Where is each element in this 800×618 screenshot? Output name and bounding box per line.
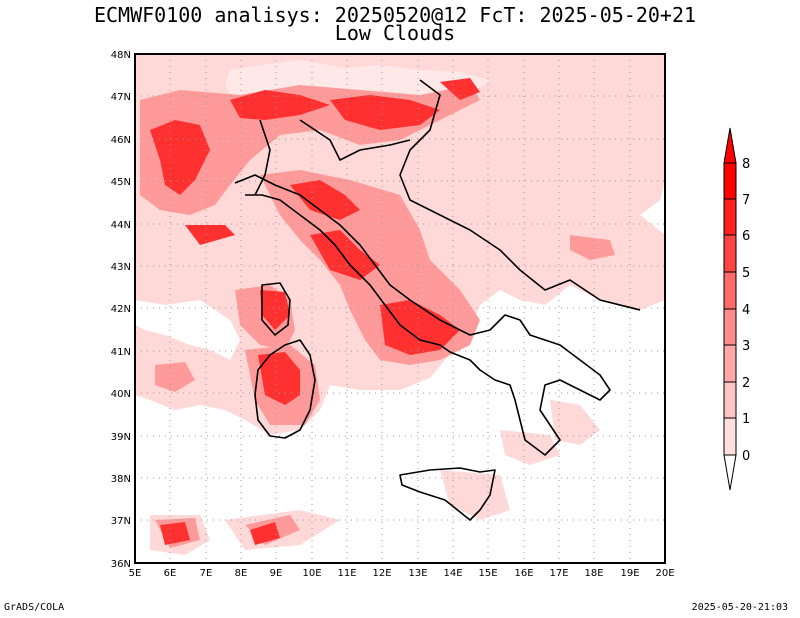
- footer-timestamp: 2025-05-20-21:03: [691, 602, 788, 613]
- lon-label: 18E: [584, 568, 603, 579]
- colorbar-labels: 8 7 6 5 4 3 2 1 0: [742, 157, 750, 464]
- colorbar: [723, 127, 737, 491]
- lon-label: 12E: [372, 568, 391, 579]
- colorbar-segment: [723, 417, 737, 456]
- lat-label: 41N: [111, 347, 131, 358]
- cloud-shading: [135, 54, 665, 555]
- lon-label: 10E: [302, 568, 321, 579]
- colorbar-segment: [723, 344, 737, 383]
- lat-axis-labels: 48N 47N 46N 45N 44N 43N 42N 41N 40N 39N …: [111, 50, 131, 570]
- lon-label: 15E: [478, 568, 497, 579]
- lon-label: 19E: [620, 568, 639, 579]
- lon-label: 7E: [200, 568, 213, 579]
- lon-label: 5E: [129, 568, 142, 579]
- colorbar-label: 0: [742, 449, 750, 464]
- colorbar-segment: [723, 308, 737, 346]
- lat-label: 36N: [111, 559, 131, 570]
- colorbar-segment: [723, 381, 737, 419]
- chart-title-line2: Low Clouds: [334, 21, 456, 45]
- colorbar-label: 4: [742, 303, 750, 318]
- lat-label: 45N: [111, 177, 131, 188]
- colorbar-segment: [723, 198, 737, 236]
- colorbar-segment: [723, 234, 737, 273]
- lat-label: 40N: [111, 389, 131, 400]
- colorbar-label: 3: [742, 339, 750, 354]
- lat-label: 46N: [111, 135, 131, 146]
- lon-label: 11E: [337, 568, 356, 579]
- colorbar-top-arrow: [723, 127, 737, 164]
- lon-label: 6E: [164, 568, 177, 579]
- lon-label: 9E: [270, 568, 283, 579]
- colorbar-segment: [723, 271, 737, 310]
- chart-title-line1: ECMWF0100 analisys: 20250520@12 FcT: 202…: [93, 3, 697, 27]
- colorbar-label: 8: [742, 157, 750, 172]
- colorbar-label: 1: [742, 412, 750, 427]
- lat-label: 37N: [111, 516, 131, 527]
- lon-label: 17E: [549, 568, 568, 579]
- map-frame: [134, 53, 666, 564]
- lat-label: 38N: [111, 474, 131, 485]
- lat-label: 47N: [111, 92, 131, 103]
- footer-credit: GrADS/COLA: [4, 602, 65, 613]
- lon-axis-labels: 5E 6E 7E 8E 9E 10E 11E 12E 13E 14E 15E 1…: [129, 568, 675, 579]
- lon-label: 16E: [514, 568, 533, 579]
- coastlines: [234, 79, 641, 521]
- lon-label: 20E: [655, 568, 674, 579]
- lon-label: 8E: [235, 568, 248, 579]
- colorbar-label: 6: [742, 229, 750, 244]
- colorbar-bottom-arrow: [723, 454, 737, 491]
- colorbar-label: 2: [742, 376, 750, 391]
- lon-label: 13E: [408, 568, 427, 579]
- colorbar-label: 5: [742, 266, 750, 281]
- lat-label: 48N: [111, 50, 131, 61]
- lat-label: 39N: [111, 432, 131, 443]
- colorbar-label: 7: [742, 193, 750, 208]
- colorbar-segment: [723, 162, 737, 200]
- lat-label: 43N: [111, 262, 131, 273]
- lon-label: 14E: [443, 568, 462, 579]
- lat-label: 44N: [111, 220, 131, 231]
- lat-label: 42N: [111, 304, 131, 315]
